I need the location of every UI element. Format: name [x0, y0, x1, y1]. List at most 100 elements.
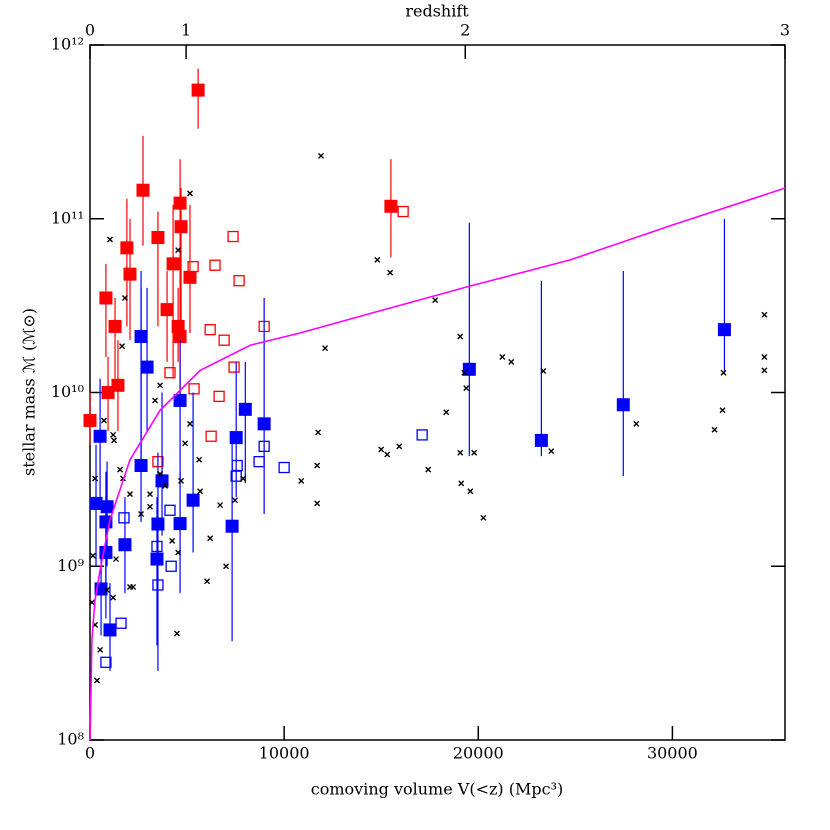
- cross: [175, 549, 182, 556]
- filled-square: [123, 267, 137, 281]
- filled-square: [118, 538, 132, 552]
- filled-square: [103, 623, 117, 637]
- cross: [457, 449, 464, 456]
- mass-limit-curve: [89, 187, 786, 741]
- x2-tick-label: 0: [85, 21, 95, 40]
- cross: [443, 409, 450, 416]
- open-square: [205, 430, 217, 442]
- cross: [396, 443, 403, 450]
- open-square: [204, 323, 216, 336]
- filled-square: [111, 378, 125, 392]
- filled-square: [155, 474, 169, 488]
- cross: [204, 578, 211, 585]
- cross: [633, 420, 640, 427]
- cross: [374, 256, 381, 263]
- cross: [113, 556, 120, 563]
- y-axis-label: stellar mass ℳ (ℳ⊙): [20, 308, 39, 476]
- plot-frame: [89, 44, 786, 741]
- cross: [711, 426, 718, 433]
- filled-square: [150, 552, 164, 566]
- filled-square: [136, 183, 150, 197]
- filled-square: [462, 362, 476, 376]
- y-tick-label: 10⁸: [57, 730, 84, 749]
- open-square: [164, 367, 176, 379]
- open-square: [100, 656, 112, 668]
- cross: [146, 491, 153, 498]
- cross: [508, 358, 515, 365]
- filled-square: [151, 230, 165, 244]
- cross: [499, 354, 506, 361]
- filled-square: [534, 433, 548, 447]
- cross: [186, 420, 193, 427]
- cross: [157, 382, 164, 389]
- filled-square: [173, 517, 187, 531]
- y-tick-label: 10⁹: [57, 556, 84, 575]
- open-square: [188, 383, 200, 395]
- cross: [197, 488, 204, 495]
- open-square: [209, 259, 221, 271]
- y-tick-label: 10¹²: [51, 35, 84, 54]
- cross: [761, 367, 768, 374]
- open-square: [227, 230, 239, 243]
- cross: [540, 367, 547, 374]
- open-square: [228, 361, 240, 373]
- cross: [761, 311, 768, 318]
- filled-square: [166, 257, 180, 271]
- open-square: [187, 261, 199, 273]
- filled-square: [384, 199, 398, 213]
- cross: [117, 466, 124, 473]
- filled-square: [171, 319, 185, 333]
- cross: [119, 343, 126, 350]
- filled-square: [99, 291, 113, 305]
- filled-square: [140, 360, 154, 374]
- cross: [111, 437, 118, 444]
- cross: [92, 475, 99, 482]
- cross: [178, 477, 185, 484]
- x-tick-label: 10000: [259, 744, 310, 763]
- open-square: [151, 540, 163, 553]
- open-square: [118, 512, 130, 524]
- cross: [298, 477, 305, 484]
- filled-square: [93, 429, 107, 443]
- cross: [217, 502, 224, 509]
- open-square: [253, 455, 265, 468]
- open-square: [416, 429, 428, 441]
- cross: [186, 190, 193, 197]
- open-square: [258, 440, 270, 452]
- x2-tick-label: 2: [460, 21, 470, 40]
- filled-square: [173, 330, 187, 344]
- open-square: [218, 334, 230, 346]
- x-tick-label: 0: [85, 744, 95, 763]
- filled-square: [225, 519, 239, 533]
- x-tick-label: 20000: [453, 744, 504, 763]
- cross: [315, 429, 322, 436]
- filled-square: [183, 270, 197, 284]
- cross: [196, 456, 203, 463]
- x2-tick-label: 1: [181, 21, 191, 40]
- cross: [314, 500, 321, 507]
- filled-square: [83, 413, 97, 427]
- cross: [461, 369, 468, 376]
- cross: [458, 480, 465, 487]
- open-square: [164, 504, 176, 516]
- cross: [322, 345, 329, 352]
- cross: [162, 482, 169, 489]
- open-square: [278, 461, 290, 474]
- y-tick-label: 10¹¹: [51, 208, 84, 227]
- cross: [207, 535, 214, 542]
- open-square: [152, 579, 164, 591]
- filled-square: [151, 517, 165, 531]
- cross: [471, 449, 478, 456]
- cross: [463, 385, 470, 392]
- cross: [232, 497, 239, 504]
- y-tick-label: 10¹⁰: [51, 382, 84, 401]
- cross: [314, 462, 321, 469]
- cross: [432, 297, 439, 304]
- cross: [467, 488, 474, 495]
- cross: [761, 354, 768, 361]
- filled-square: [134, 330, 148, 344]
- filled-square: [238, 402, 252, 416]
- filled-square: [257, 417, 271, 431]
- cross: [480, 514, 487, 521]
